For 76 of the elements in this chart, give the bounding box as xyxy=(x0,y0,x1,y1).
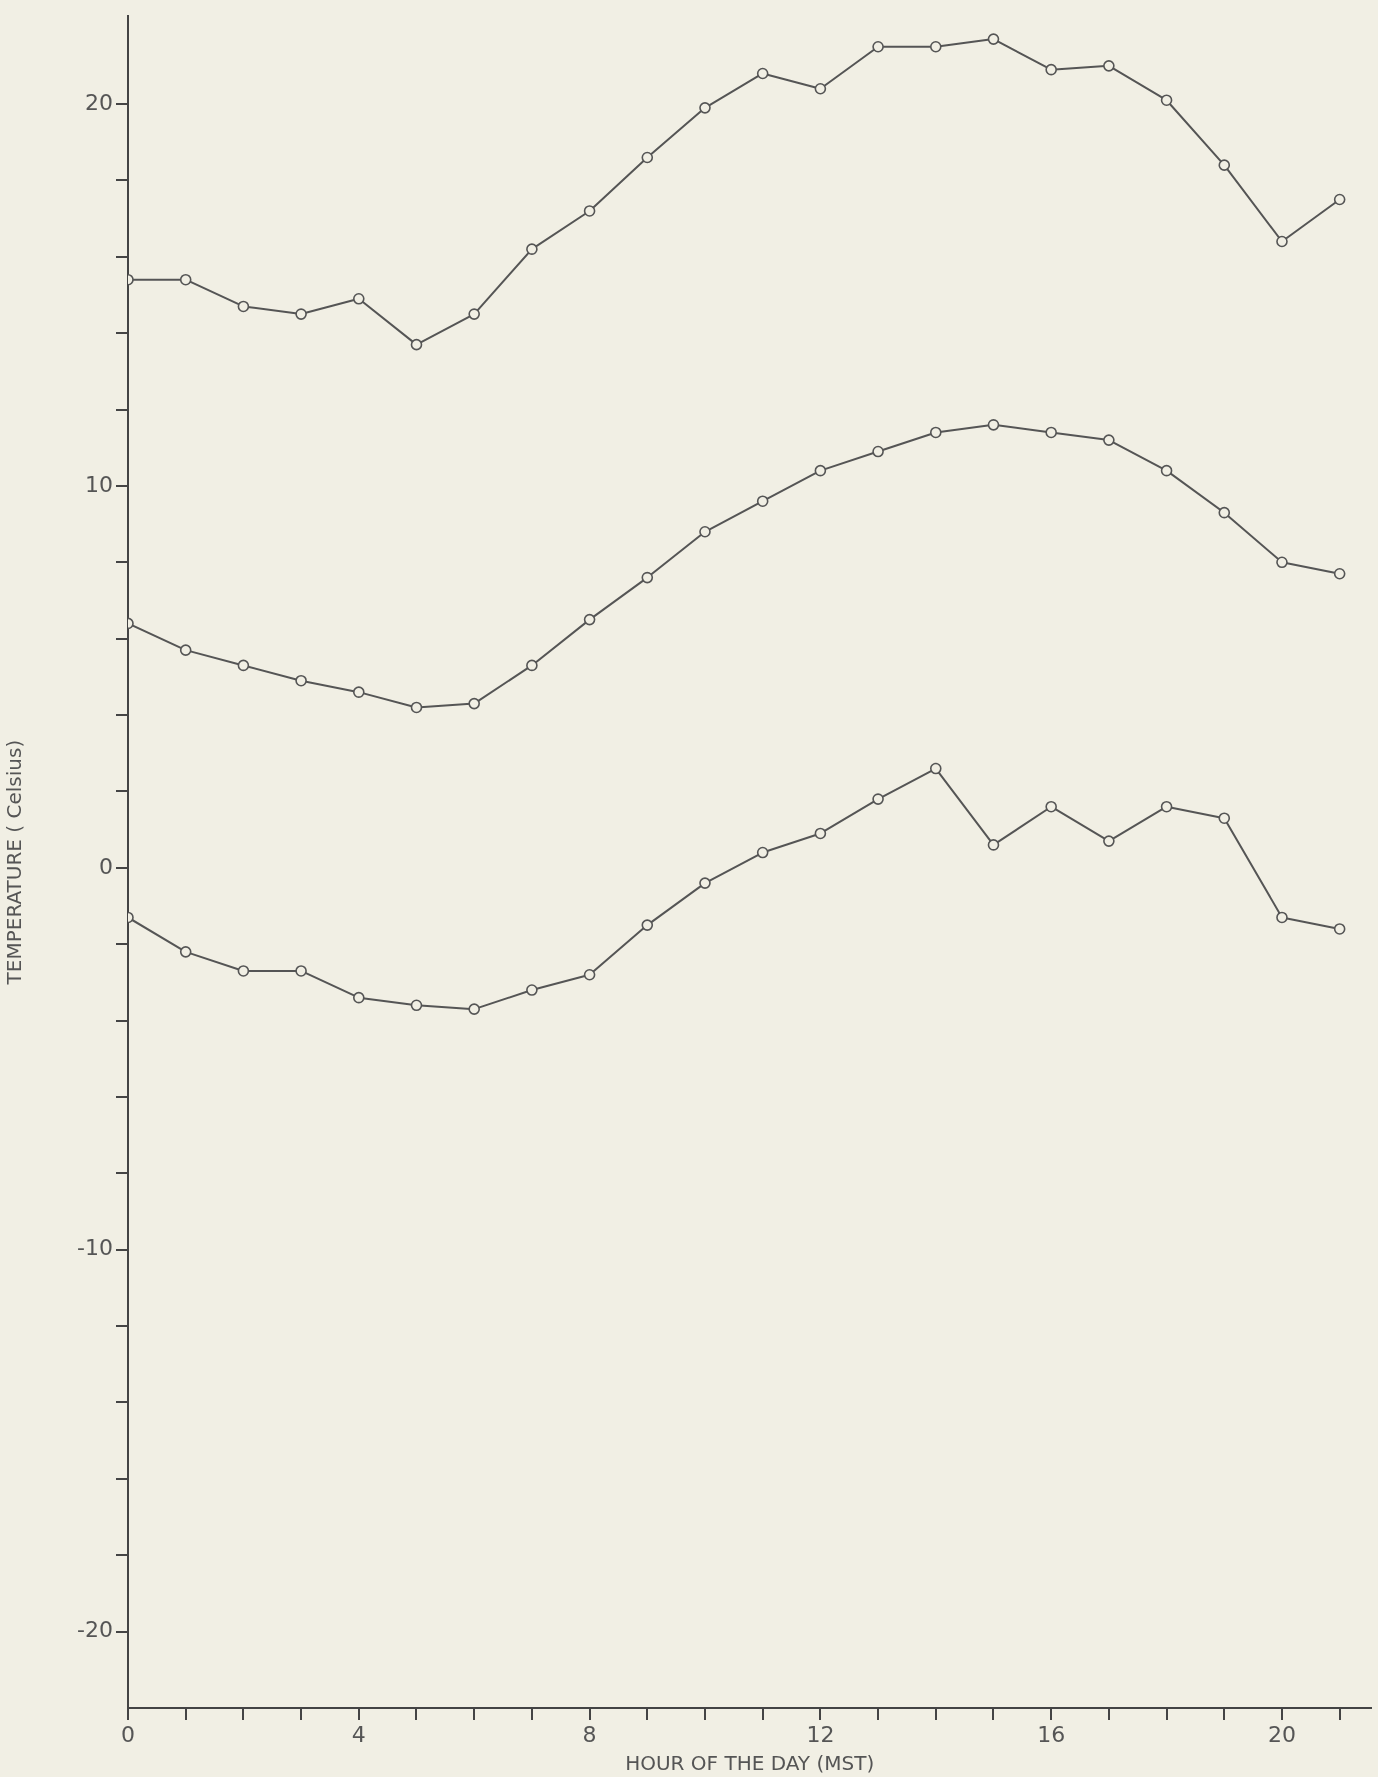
point xyxy=(872,445,884,458)
point xyxy=(526,243,538,255)
point xyxy=(1333,193,1346,206)
y-tick-label: 0 xyxy=(99,853,113,879)
x-tick-label: 8 xyxy=(582,1721,597,1747)
y-axis-title: TEMPERATURE ( Celsius) xyxy=(2,739,27,986)
point xyxy=(1103,434,1115,446)
point xyxy=(699,102,711,114)
point xyxy=(1160,94,1173,107)
point xyxy=(526,659,538,672)
point xyxy=(814,82,827,95)
x-tick-label: 20 xyxy=(1267,1721,1296,1747)
point xyxy=(1045,800,1057,813)
point xyxy=(1218,812,1231,824)
point xyxy=(295,308,307,320)
point xyxy=(872,40,884,53)
point xyxy=(1045,426,1057,439)
x-tick-label: 16 xyxy=(1037,1721,1066,1747)
point xyxy=(1218,506,1231,519)
point xyxy=(699,877,711,889)
x-tick-label: 4 xyxy=(351,1721,366,1747)
point xyxy=(468,1003,480,1015)
point xyxy=(929,762,942,775)
point xyxy=(410,338,423,351)
point xyxy=(814,827,827,840)
y-tick-label: 10 xyxy=(85,471,113,497)
x-tick-label: 0 xyxy=(121,1721,135,1747)
point xyxy=(237,659,250,672)
point xyxy=(1276,911,1288,924)
point xyxy=(1103,60,1115,72)
point xyxy=(1276,235,1288,248)
point xyxy=(179,273,192,286)
point xyxy=(468,308,480,320)
point xyxy=(352,686,365,698)
point xyxy=(468,697,480,710)
point xyxy=(179,644,192,656)
point xyxy=(295,965,307,977)
point xyxy=(756,67,769,80)
point xyxy=(872,793,884,805)
point xyxy=(641,571,654,584)
point xyxy=(929,426,942,439)
point xyxy=(756,495,769,508)
point xyxy=(1103,835,1115,847)
point xyxy=(410,999,423,1012)
point xyxy=(987,419,1000,431)
point xyxy=(583,205,596,217)
y-tick-label: 20 xyxy=(85,89,113,115)
point xyxy=(1218,159,1231,171)
point xyxy=(1276,556,1288,569)
point xyxy=(295,674,307,687)
point xyxy=(987,839,1000,851)
point xyxy=(179,946,192,958)
point xyxy=(237,300,250,313)
point xyxy=(1333,567,1346,580)
point xyxy=(1160,800,1173,813)
point xyxy=(237,965,250,977)
point xyxy=(352,991,365,1004)
point xyxy=(641,151,654,164)
point xyxy=(526,984,538,996)
point xyxy=(1333,923,1346,935)
point xyxy=(583,613,596,626)
point xyxy=(814,464,827,477)
point xyxy=(641,919,654,931)
x-axis-title: HOUR OF THE DAY (MST) xyxy=(625,1751,875,1776)
y-tick-label: -20 xyxy=(77,1617,113,1643)
y-tick-label: -10 xyxy=(77,1235,113,1261)
point xyxy=(1045,63,1057,76)
point xyxy=(1160,464,1173,477)
point xyxy=(583,968,596,981)
point xyxy=(699,525,711,538)
point xyxy=(352,293,365,305)
point xyxy=(410,701,423,714)
x-tick-label: 12 xyxy=(806,1721,835,1747)
point xyxy=(929,40,942,53)
point xyxy=(987,33,1000,45)
point xyxy=(756,846,769,859)
